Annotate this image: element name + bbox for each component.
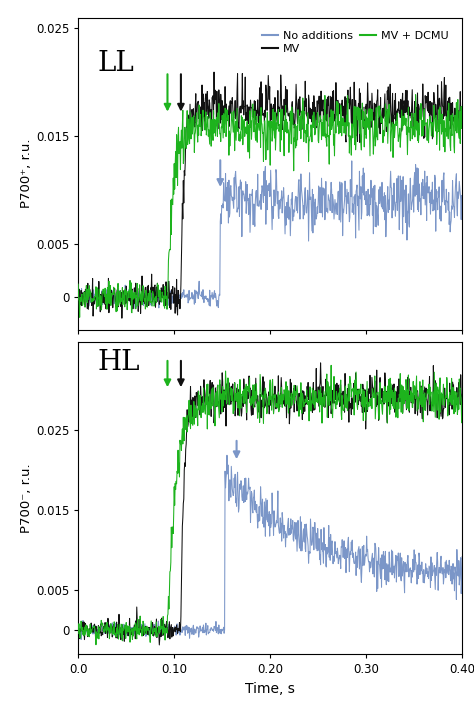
Legend: No additions, MV, MV + DCMU: No additions, MV, MV + DCMU: [257, 26, 453, 59]
Text: HL: HL: [98, 349, 140, 376]
Y-axis label: P700⁺, r.u.: P700⁺, r.u.: [20, 139, 33, 209]
Text: LL: LL: [98, 49, 134, 76]
X-axis label: Time, s: Time, s: [245, 682, 295, 696]
Y-axis label: P700⁻, r.u.: P700⁻, r.u.: [20, 463, 33, 533]
